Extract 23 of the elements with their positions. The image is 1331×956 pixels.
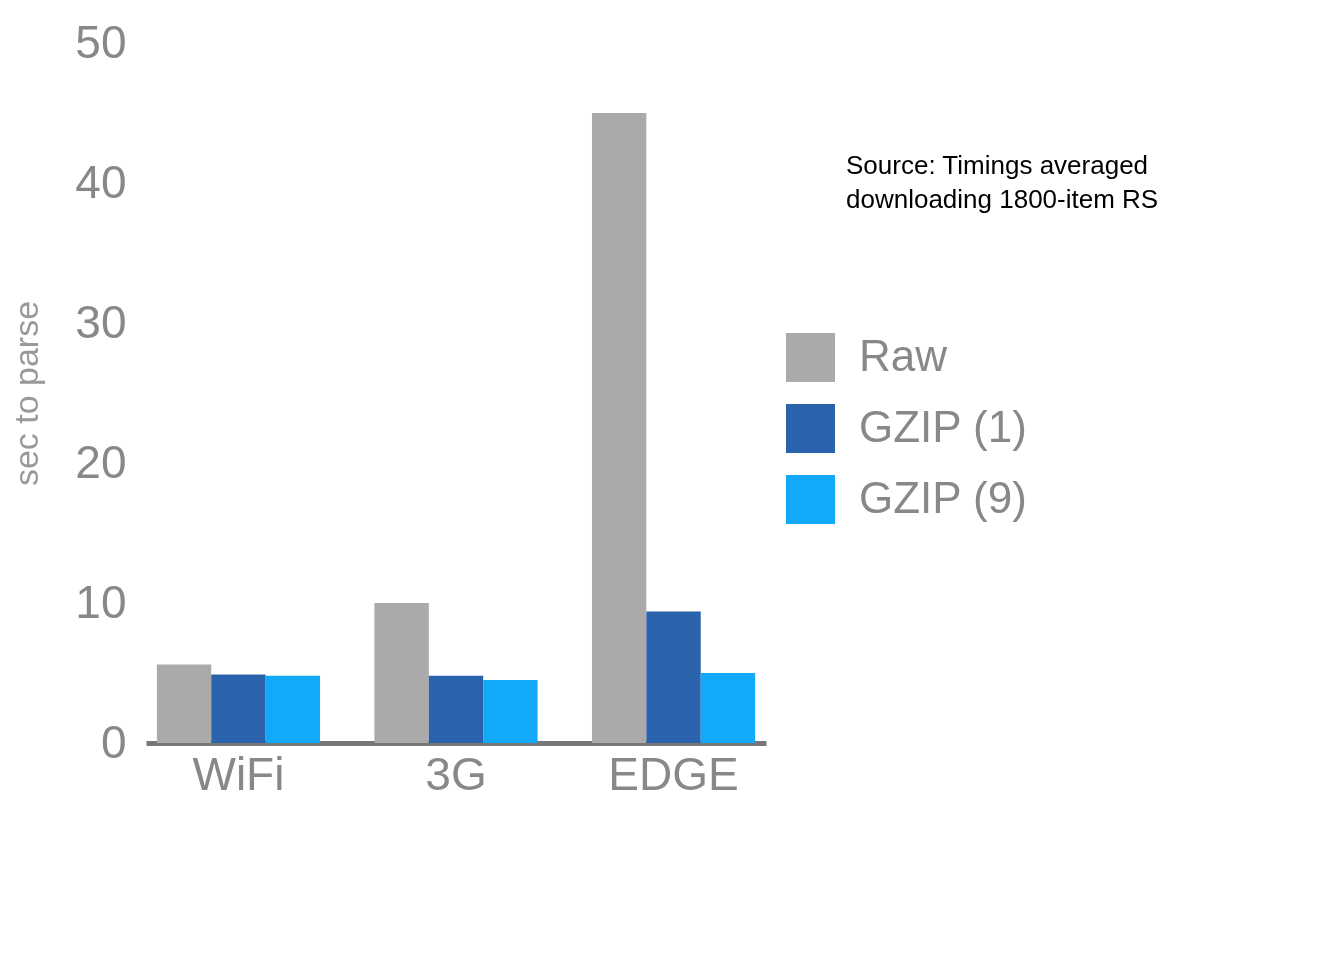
y-axis-title: sec to parse <box>7 300 46 487</box>
bar <box>428 675 484 743</box>
bar <box>700 673 756 743</box>
bar <box>591 113 647 743</box>
x-tick-label: WiFi <box>192 747 285 800</box>
bar <box>211 674 266 743</box>
source-note: Source: Timings averaged downloading 1800-item RS <box>846 150 1159 214</box>
x-tick-label: 3G <box>425 747 487 800</box>
legend-label: Raw <box>859 330 948 380</box>
bar <box>483 680 538 743</box>
y-tick-label: 20 <box>75 435 127 488</box>
bar <box>646 611 701 743</box>
y-tick-label: 0 <box>100 715 127 768</box>
y-tick-label: 40 <box>75 155 127 208</box>
legend-label: GZIP (1) <box>859 401 1027 451</box>
x-tick-label: EDGE <box>608 747 739 800</box>
y-tick-label: 10 <box>75 575 127 628</box>
y-tick-label: 50 <box>75 15 127 68</box>
bar <box>374 603 429 743</box>
bar <box>156 664 212 743</box>
bar <box>265 675 321 743</box>
y-tick-label: 30 <box>75 295 127 348</box>
legend-label: GZIP (9) <box>859 472 1027 522</box>
